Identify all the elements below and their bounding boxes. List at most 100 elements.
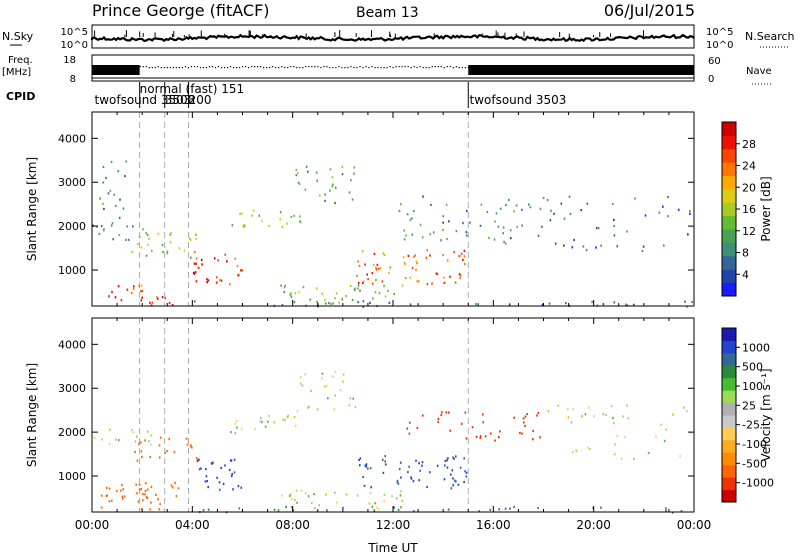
power-cell [141, 296, 143, 299]
power-cell [229, 283, 231, 286]
power-cell [460, 252, 463, 255]
velocity-cell [121, 495, 124, 498]
velocity-cell [587, 446, 590, 449]
velocity-cell [359, 457, 362, 460]
velocity-cell [300, 489, 303, 492]
cpid-entry-0: twofsound 3503 [95, 93, 192, 107]
freq-dot [299, 67, 301, 69]
velocity-cell [233, 458, 236, 461]
power-cell [146, 233, 149, 236]
power-cell [486, 211, 489, 214]
power-cell [658, 211, 661, 214]
power-cell [118, 216, 121, 219]
power-cell [546, 199, 549, 202]
power-cell [334, 202, 336, 205]
power-cell [369, 301, 371, 304]
velocity-cell [234, 422, 236, 425]
power-cell [133, 285, 135, 288]
velocity-colorbar-tick-label-2: -100 [742, 438, 767, 451]
power-cell [409, 303, 412, 306]
velocity-cell [620, 457, 623, 460]
power-cell [351, 298, 354, 302]
velocity-cell [140, 488, 142, 491]
freq-dot [217, 66, 220, 68]
power-colorbar-swatch-12 [722, 122, 736, 136]
velocity-cell [436, 464, 439, 467]
power-cell [377, 267, 380, 270]
freq-dot [338, 66, 340, 68]
power-cell [362, 300, 365, 303]
velocity-cell [513, 416, 515, 419]
velocity-colorbar-swatch-1 [722, 477, 736, 491]
power-cell [350, 179, 352, 182]
velocity-cell [409, 421, 411, 424]
velocity-cell [359, 464, 361, 467]
velocity-cell [447, 508, 450, 511]
velocity-cell [190, 444, 192, 447]
power-cell [644, 214, 647, 217]
power-colorbar-tick-label-5: 24 [742, 160, 756, 173]
power-cell [114, 296, 117, 299]
velocity-cell [452, 456, 454, 459]
velocity-cell [311, 502, 313, 505]
velocity-cell [464, 411, 467, 414]
velocity-cell [448, 411, 450, 414]
power-cell [195, 233, 197, 236]
power-cell [591, 301, 593, 304]
power-cell [381, 280, 384, 283]
velocity-cell [141, 455, 143, 459]
velocity-cell [158, 508, 161, 511]
power-y-axis: 1000 2000 3000 4000 [58, 132, 694, 277]
freq-dot [377, 67, 379, 69]
velocity-cell [205, 468, 207, 471]
freq-dot [395, 66, 397, 68]
velocity-cell [144, 439, 146, 442]
power-cell [115, 204, 117, 208]
velocity-cell [489, 508, 492, 511]
freq-dot [145, 66, 147, 68]
power-cell [401, 284, 404, 287]
velocity-cell [339, 389, 342, 392]
power-cell [585, 249, 588, 252]
velocity-cell [612, 416, 614, 419]
power-cell [217, 259, 219, 262]
power-cell [157, 232, 160, 235]
velocity-cell [234, 432, 236, 435]
velocity-cell [292, 509, 294, 512]
velocity-cell [400, 490, 402, 493]
power-cell [96, 225, 98, 228]
power-cell [201, 263, 203, 266]
freq-dot [380, 67, 382, 69]
freq-dot [290, 66, 292, 68]
velocity-cell [627, 417, 630, 420]
power-cell [362, 280, 365, 283]
velocity-cell [284, 418, 286, 422]
velocity-cell [446, 459, 448, 462]
nsky-label: N.Sky [2, 30, 34, 43]
power-cell [147, 243, 149, 246]
velocity-colorbar-swatch-0 [722, 489, 736, 503]
velocity-cell [513, 505, 515, 509]
velocity-cell [429, 471, 431, 474]
velocity-cell [419, 469, 421, 472]
freq-dot [404, 66, 406, 68]
ytick-label-3: 4000 [58, 132, 86, 145]
power-cell [298, 182, 301, 186]
power-cell [268, 224, 270, 227]
power-cell [299, 215, 301, 218]
power-cell [641, 249, 644, 253]
freq-dot [317, 66, 319, 68]
velocity-cell [122, 497, 124, 500]
power-cell [462, 258, 464, 261]
power-cell [168, 302, 171, 305]
velocity-cell [524, 424, 526, 427]
freq-dot [190, 66, 193, 68]
power-cell [402, 256, 405, 259]
power-cell [449, 275, 451, 278]
velocity-cell [452, 477, 454, 480]
velocity-cell [140, 441, 142, 444]
power-cell [290, 295, 293, 298]
velocity-cell [259, 420, 261, 423]
power-mode-lines [139, 112, 469, 306]
power-cell [125, 238, 127, 241]
